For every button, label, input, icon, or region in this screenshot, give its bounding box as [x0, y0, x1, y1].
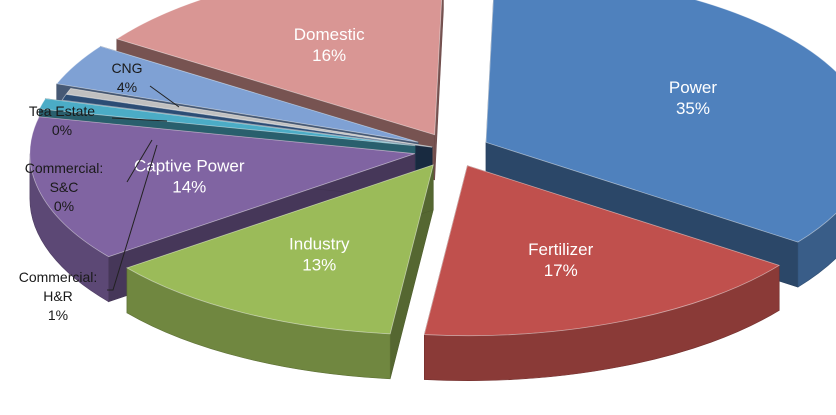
commercial-s-c-label: Commercial: S&C 0%: [25, 160, 104, 214]
pie-labels: Domestic 16% Power 35% Captive Power 14% Indus…: [19, 25, 718, 323]
commercial-s-c-slice: [61, 93, 433, 148]
captive-power-slice: [29, 116, 416, 258]
commercial-h-r-label: Commercial: H&R 1%: [19, 269, 98, 323]
commercial-h-r-leader-line: [107, 144, 158, 291]
fertilizer-label: Fertilizer 17%: [528, 240, 594, 280]
power-label: Power 35%: [669, 78, 718, 118]
industry-label: Industry 13%: [289, 235, 350, 275]
pie-tops: [29, 0, 836, 337]
industry-slice: [126, 164, 434, 335]
domestic-label: Domestic 16%: [294, 25, 365, 65]
cng-slice: [55, 45, 419, 143]
tea-estate-label: Tea Estate 0%: [29, 103, 95, 138]
commercial-h-r-slice: [38, 98, 416, 147]
cng-leader-line: [149, 85, 180, 108]
domestic-slice: [115, 0, 443, 136]
power-slice: [485, 0, 836, 243]
power-rim: [797, 212, 836, 288]
cng-label: CNG 4%: [111, 60, 142, 95]
tea-estate-leader-line: [111, 117, 168, 122]
commercial-s-c-leader-line: [126, 139, 153, 183]
fertilizer-slice: [423, 165, 781, 337]
captive-power-label: Captive Power 14%: [134, 157, 245, 197]
